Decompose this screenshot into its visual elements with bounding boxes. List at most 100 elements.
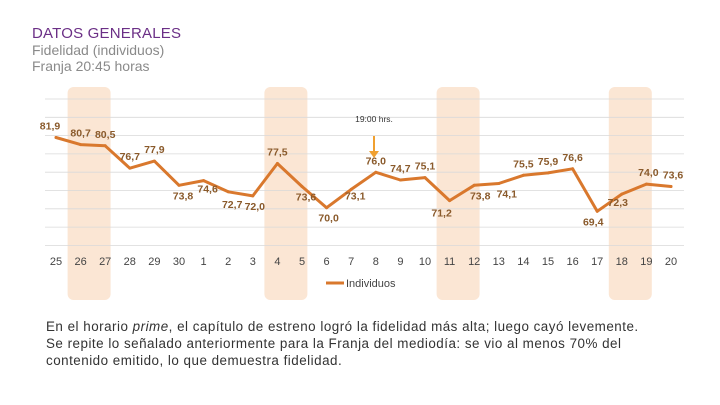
- x-tick-label: 18: [616, 256, 628, 268]
- data-label: 74,6: [197, 184, 218, 196]
- data-point: [571, 167, 575, 171]
- caption-line2: Se repite lo señalado anteriormente para…: [46, 336, 622, 368]
- data-label: 72,0: [245, 201, 266, 213]
- data-label: 70,0: [318, 213, 339, 225]
- data-label: 80,5: [95, 129, 116, 141]
- data-point: [644, 182, 648, 186]
- data-point: [669, 184, 673, 188]
- data-point: [497, 182, 501, 186]
- data-label: 73,6: [296, 191, 317, 203]
- highlight-bands: [67, 87, 652, 300]
- x-tick-label: 25: [50, 256, 62, 268]
- highlight-band-26: [67, 87, 111, 300]
- x-tick-label: 14: [517, 256, 529, 268]
- data-point: [349, 187, 353, 191]
- data-point: [521, 173, 525, 177]
- x-tick-label: 29: [148, 256, 160, 268]
- x-tick-label: 10: [419, 256, 431, 268]
- x-tick-label: 6: [324, 256, 330, 268]
- line-chart: 19:00 hrs. 81,980,7 80,576,777,973,874,67…: [40, 87, 684, 300]
- data-point: [152, 159, 156, 163]
- data-point: [620, 192, 624, 196]
- data-label: 75,1: [415, 161, 436, 173]
- data-point: [595, 209, 599, 213]
- legend-label: Individuos: [346, 278, 396, 290]
- x-tick-label: 16: [566, 256, 578, 268]
- highlight-band-4: [264, 87, 308, 300]
- x-tick-label: 15: [542, 256, 554, 268]
- data-point: [226, 190, 230, 194]
- data-point: [177, 183, 181, 187]
- x-tick-label: 11: [444, 256, 455, 268]
- data-label: 75,9: [538, 156, 559, 168]
- data-label: 73,1: [345, 190, 366, 202]
- series-group: [54, 136, 673, 213]
- x-tick-label: 28: [124, 256, 136, 268]
- data-label: 80,7: [70, 128, 91, 140]
- data-label: 74,0: [638, 167, 659, 179]
- x-tick-label: 17: [591, 256, 603, 268]
- x-tick-label: 20: [665, 256, 677, 268]
- data-label: 76,0: [366, 155, 387, 167]
- x-tick-label: 7: [348, 256, 354, 268]
- data-point: [546, 171, 550, 175]
- x-tick-label: 27: [99, 256, 111, 268]
- gridlines: [45, 98, 684, 246]
- x-tick-label: 5: [299, 256, 305, 268]
- data-point: [79, 143, 83, 147]
- data-point: [202, 179, 206, 183]
- data-point: [251, 194, 255, 198]
- x-tick-label: 8: [373, 256, 379, 268]
- data-label: 74,7: [390, 163, 411, 175]
- data-label: 72,7: [222, 199, 243, 211]
- data-label: 69,4: [583, 216, 604, 228]
- data-point: [128, 166, 132, 170]
- data-point: [325, 206, 329, 210]
- data-label: 75,5: [513, 158, 534, 170]
- data-point: [374, 170, 378, 174]
- caption-line1-start: En el horario: [46, 319, 133, 334]
- highlight-band-11: [436, 87, 480, 300]
- chart-title: DATOS GENERALES: [32, 25, 182, 42]
- data-label: 73,8: [470, 190, 491, 202]
- legend: Individuos: [326, 278, 396, 290]
- x-tick-label: 13: [493, 256, 505, 268]
- caption-line1-emphasis: prime: [132, 319, 169, 334]
- data-label: 76,6: [562, 152, 583, 164]
- annotation-arrow-head: [369, 151, 379, 158]
- data-point: [448, 199, 452, 203]
- data-labels: 81,980,7 80,576,777,973,874,672,7 72,077,5…: [40, 121, 684, 229]
- data-point: [54, 136, 58, 139]
- data-point: [423, 176, 427, 180]
- data-point: [300, 184, 304, 188]
- x-tick-label: 4: [274, 256, 280, 268]
- data-label: 72,3: [608, 197, 629, 209]
- data-label: 71,2: [431, 208, 452, 220]
- data-point: [103, 144, 107, 148]
- data-point: [275, 161, 279, 165]
- x-tick-label: 3: [250, 256, 256, 268]
- x-tick-label: 9: [397, 256, 403, 268]
- data-label: 77,9: [144, 144, 165, 156]
- data-label: 73,6: [663, 169, 684, 181]
- data-point: [398, 178, 402, 182]
- caption-line1-end: , el capítulo de estreno logró la fideli…: [168, 319, 639, 334]
- data-label: 77,5: [267, 146, 288, 158]
- x-tick-label: 30: [173, 256, 185, 268]
- x-tick-label: 2: [225, 256, 231, 268]
- chart-subtitle: Fidelidad (individuos): [32, 42, 165, 58]
- x-axis-ticks: 25 26 27 28 29 30 1 2 3 4 5 6 7 8 9 10 11 12 13 14 15 16 17 18 1…: [50, 256, 677, 268]
- data-label: 73,8: [173, 190, 194, 202]
- annotation-group: 19:00 hrs.: [355, 114, 393, 158]
- data-label: 74,1: [497, 189, 518, 201]
- highlight-band-18: [608, 87, 652, 300]
- series-line-individuos: [54, 136, 673, 213]
- x-tick-label: 26: [74, 256, 86, 268]
- x-tick-label: 19: [640, 256, 652, 268]
- data-point: [472, 183, 476, 187]
- chart-time-slot: Franja 20:45 horas: [32, 58, 150, 74]
- x-tick-label: 1: [201, 256, 207, 268]
- x-tick-label: 12: [468, 256, 480, 268]
- annotation-label: 19:00 hrs.: [355, 114, 393, 124]
- data-label: 81,9: [40, 121, 61, 133]
